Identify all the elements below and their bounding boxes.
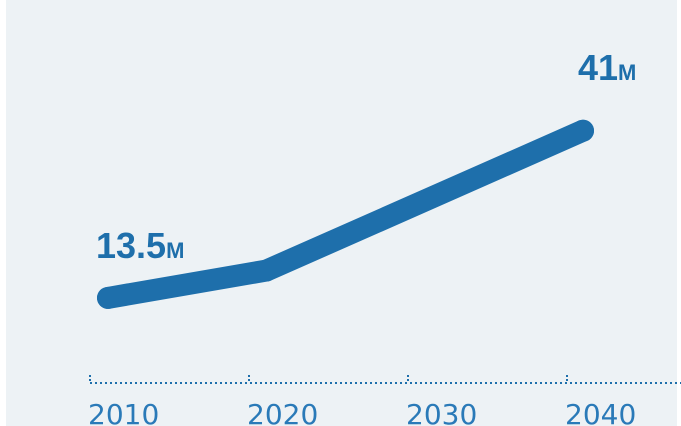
x-tick-label-2040: 2040: [565, 398, 636, 426]
line-chart: 2010 2020 2030 2040 13.5M 41M: [88, 47, 681, 426]
series-line: [97, 119, 594, 309]
x-tick-label-2030: 2030: [406, 398, 477, 426]
data-point-2020: [255, 259, 278, 282]
value-unit-2010: M: [166, 238, 184, 263]
x-tick-label-2010: 2010: [88, 398, 159, 426]
x-tick-label-2020: 2020: [247, 398, 318, 426]
value-label-2010: 13.5M: [96, 225, 184, 266]
data-point-2010: [97, 286, 119, 309]
value-unit-2040: M: [618, 60, 636, 85]
data-point-2040: [572, 119, 594, 142]
value-label-2040: 41M: [578, 47, 636, 88]
